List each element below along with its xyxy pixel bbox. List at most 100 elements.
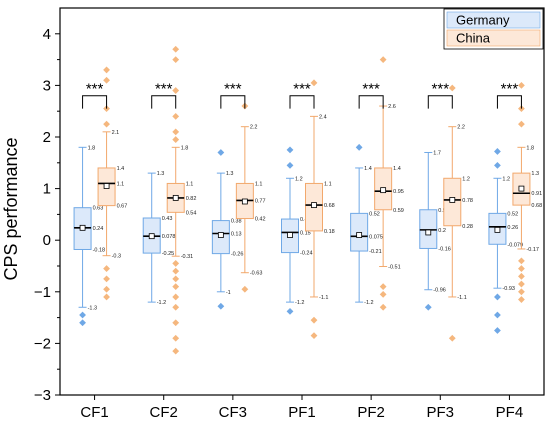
value-label: -1.2 [364, 300, 373, 306]
outlier-point [379, 283, 387, 291]
outlier-point [103, 120, 110, 128]
significance-label: *** [501, 81, 519, 98]
box-group: 2.6 1.4 0.95 0.59 -0.51 [374, 56, 404, 311]
outlier-point [172, 267, 180, 275]
x-tick-label: CF1 [80, 404, 108, 421]
mean-marker [172, 194, 179, 201]
box-group: 1.4 0.52 0.075 -0.21 -1.2 [350, 143, 383, 306]
significance-bracket: *** [427, 81, 453, 109]
box-group: 1.8 1.1 0.82 0.54 -0.31 [166, 45, 197, 355]
value-label: 1.1 [117, 181, 125, 187]
value-label: -0.63 [250, 271, 263, 277]
outlier-point [172, 347, 180, 355]
mean-marker [311, 202, 317, 209]
bracket-line [220, 95, 246, 109]
outlier-point [286, 308, 294, 315]
mean-marker [518, 185, 525, 192]
value-label: -0.24 [300, 251, 313, 257]
box-group: 2.2 1.2 0.78 0.28 -1.1 [443, 84, 473, 342]
x-tick-label: PF3 [427, 404, 455, 421]
bracket-line [427, 95, 453, 109]
outlier-point [518, 120, 525, 128]
value-label: 0.54 [186, 210, 197, 216]
value-label: 0.63 [93, 206, 104, 212]
bracket-line [496, 95, 522, 109]
value-label: 1.8 [88, 145, 96, 151]
outlier-point [518, 272, 525, 280]
value-label: -0.18 [93, 247, 106, 253]
value-label: 1.4 [364, 166, 372, 172]
value-label: 1.8 [181, 145, 189, 151]
value-label: -0.21 [369, 249, 382, 255]
significance-bracket: *** [151, 81, 177, 109]
y-tick-label: 0 [43, 232, 51, 249]
mean-marker [217, 232, 224, 238]
y-tick-label: −1 [34, 284, 51, 301]
bracket-line [289, 95, 315, 109]
value-label: 1.2 [462, 176, 470, 182]
axes: −3 −2 −1 0 1 2 3 4 CF1 CF2 CF3 PF1 PF2 PF3 PF4 [34, 7, 545, 421]
outlier-point [448, 334, 456, 342]
box-group: 1.70.590.2-0.16-0.96 [419, 150, 451, 311]
significance-label: *** [155, 81, 173, 98]
outlier-point [103, 293, 110, 301]
outlier-point [79, 319, 86, 327]
value-label: -0.17 [526, 247, 539, 253]
outlier-point [103, 66, 110, 74]
value-label: 1.1 [186, 181, 194, 187]
outlier-point [172, 334, 180, 342]
outlier-point [494, 311, 501, 319]
box-group: 1.2 0.52 0.26 -0.079 -0.93 [488, 148, 523, 334]
value-label: -0.31 [181, 254, 194, 260]
value-label: -1.2 [157, 300, 166, 306]
outlier-point [286, 146, 294, 154]
value-label: -0.51 [388, 265, 401, 271]
significance-bracket: *** [82, 81, 108, 109]
outlier-point [494, 161, 501, 169]
value-label: 2.2 [457, 125, 465, 131]
outlier-point [518, 265, 525, 272]
outlier-point [172, 275, 180, 283]
value-label: 0.28 [462, 224, 473, 230]
value-label: 0.67 [117, 204, 128, 210]
box-group: 1.8 0.63 0.24 -0.18 -1.3 [73, 145, 106, 327]
y-tick-label: 3 [43, 77, 51, 94]
outlier-point [172, 303, 180, 311]
bracket-line [358, 95, 384, 109]
outlier-point [518, 82, 525, 89]
outlier-point [172, 87, 180, 94]
value-label: 0.68 [531, 203, 542, 209]
y-tick-label: −3 [34, 387, 51, 404]
value-label: 1.2 [502, 176, 510, 182]
value-label: 0.13 [231, 231, 242, 237]
outlier-point [379, 303, 387, 311]
outlier-point [172, 56, 180, 63]
mean-marker [103, 183, 110, 189]
value-label: 0.38 [231, 219, 242, 225]
x-tick-label: CF3 [219, 404, 247, 421]
legend-label: Germany [456, 13, 510, 28]
significance-bracket: *** [220, 81, 246, 109]
outlier-point [355, 143, 363, 151]
box-group: 2.1 1.4 1.1 0.67 -0.3 [97, 66, 128, 301]
value-label: 2.2 [250, 125, 258, 131]
value-label: 0.2 [438, 228, 446, 234]
value-label: 1.2 [295, 176, 303, 182]
mean-marker [79, 224, 86, 231]
outlier-point [172, 128, 180, 136]
bracket-line [151, 95, 177, 109]
mean-marker [356, 232, 363, 238]
value-label: 0.18 [324, 229, 335, 235]
mean-marker [425, 229, 432, 236]
plot-marks: 1.8 0.63 0.24 -0.18 -1.3 1.3 0.43 0.078 -0.25 -1.… [73, 45, 542, 355]
value-label: -0.26 [231, 252, 244, 258]
value-label: 0.43 [162, 216, 173, 222]
significance-label: *** [224, 81, 242, 98]
outlier-point [172, 112, 180, 120]
outlier-point [494, 148, 501, 155]
mean-marker [287, 232, 293, 238]
x-tick-label: PF2 [357, 404, 385, 421]
box-group: 2.4 1.1 0.68 0.18 -1.1 [305, 79, 335, 340]
outlier-point [494, 293, 501, 301]
outlier-point [172, 319, 180, 327]
